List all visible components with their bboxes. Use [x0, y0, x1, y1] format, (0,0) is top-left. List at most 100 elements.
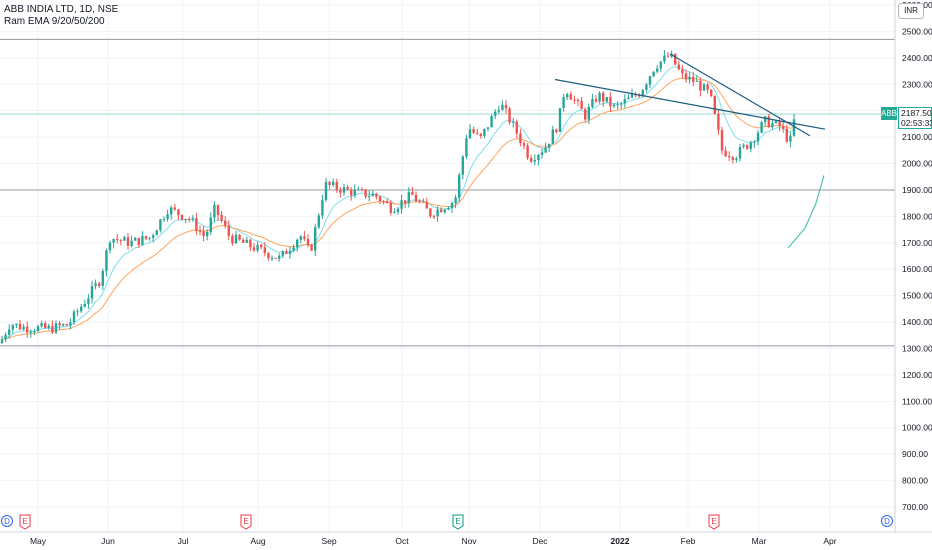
- candle-body: [533, 160, 536, 162]
- last-price-box: ABB 2187.50 02:53:33: [881, 107, 932, 129]
- candle-body: [753, 141, 756, 143]
- candle-body: [47, 325, 50, 328]
- candle-body: [209, 217, 212, 233]
- candle-body: [645, 84, 648, 90]
- candle-body: [206, 232, 209, 237]
- price-tick-label: 1000.00: [902, 423, 932, 433]
- last-price: 2187.50: [901, 108, 932, 118]
- candle-body: [483, 128, 486, 136]
- candle-body: [512, 121, 515, 123]
- candle-body: [148, 237, 151, 239]
- candle-body: [134, 237, 137, 241]
- candle-body: [126, 237, 130, 246]
- candle-body: [396, 208, 400, 213]
- candle-body: [526, 145, 529, 158]
- candle-body: [65, 324, 68, 326]
- chart-legend: ABB INDIA LTD, 1D, NSE Ram EMA 9/20/50/2…: [4, 4, 118, 28]
- candle-body: [440, 209, 443, 213]
- candle-body: [580, 101, 583, 110]
- candle-body: [497, 110, 500, 112]
- candle-body: [587, 107, 590, 120]
- candle-body: [486, 127, 490, 129]
- ema-20-line: [1, 77, 795, 340]
- candle-body: [324, 181, 328, 201]
- candle-body: [695, 81, 698, 83]
- candle-body: [33, 331, 36, 333]
- candle-body: [702, 84, 706, 91]
- trendlines[interactable]: [554, 53, 826, 137]
- candle-body: [465, 138, 468, 157]
- ema-lines: [1, 66, 795, 340]
- candle-body: [188, 218, 191, 220]
- candle-body: [112, 239, 115, 243]
- candle-body: [177, 209, 180, 215]
- time-tick-label: 2022: [611, 536, 630, 546]
- time-axis[interactable]: May Jun Jul Aug Sep Oct Nov Dec 2022 Feb Mar Apr: [30, 536, 837, 546]
- candle-body: [648, 76, 652, 85]
- candle-body: [749, 142, 752, 149]
- candle-body: [159, 219, 162, 231]
- candle-body: [288, 250, 292, 254]
- candle-body: [537, 154, 540, 161]
- candle-body: [602, 92, 605, 102]
- price-tick-label: 700.00: [902, 502, 928, 512]
- candle-body: [339, 189, 342, 193]
- candle-body: [40, 323, 43, 327]
- candle-body: [674, 53, 677, 65]
- bar-countdown: 02:53:33: [901, 118, 932, 128]
- price-tick-label: 2100.00: [902, 132, 932, 142]
- candle-body: [566, 94, 569, 98]
- candle-body: [173, 207, 176, 210]
- candle-body: [569, 94, 572, 100]
- candle-body: [296, 239, 299, 248]
- candle-body: [101, 270, 104, 286]
- candle-body: [285, 251, 288, 254]
- candle-body: [544, 147, 547, 153]
- candle-body: [706, 84, 709, 90]
- event-badge-label: E: [711, 517, 716, 526]
- candle-body: [393, 212, 396, 214]
- candle-body: [612, 104, 616, 107]
- price-tick-label: 900.00: [902, 449, 928, 459]
- candle-body: [591, 98, 594, 108]
- candle-body: [742, 145, 745, 147]
- candle-body: [4, 334, 7, 340]
- candle-body: [411, 192, 414, 195]
- candle-body: [584, 109, 587, 120]
- candle-body: [666, 55, 670, 57]
- candle-body: [659, 61, 662, 69]
- price-tick-label: 1100.00: [902, 396, 932, 406]
- candle-body: [382, 201, 385, 203]
- candle-body: [267, 253, 270, 259]
- candle-body: [245, 239, 248, 243]
- candle-body: [371, 193, 374, 197]
- candle-body: [155, 230, 158, 236]
- projection-curve[interactable]: [787, 175, 825, 249]
- earnings-event-icon: [708, 514, 720, 530]
- candle-body: [44, 323, 47, 328]
- candle-body: [720, 130, 724, 151]
- candle-body: [8, 329, 11, 335]
- candle-body: [468, 129, 472, 139]
- candle-body: [252, 247, 256, 251]
- time-tick-label: Feb: [681, 536, 696, 546]
- price-tick-label: 1900.00: [902, 185, 932, 195]
- candle-body: [767, 116, 770, 128]
- candle-body: [501, 104, 504, 111]
- event-badge-label: E: [22, 517, 27, 526]
- dividend-event-icon: [881, 515, 893, 527]
- candle-body: [184, 218, 187, 220]
- candle-body: [314, 227, 317, 251]
- candle-body: [699, 81, 702, 91]
- candle-body: [36, 326, 40, 332]
- candle-body: [310, 244, 313, 251]
- candle-body: [724, 150, 727, 157]
- currency-button[interactable]: INR: [898, 3, 924, 19]
- candle-body: [216, 205, 220, 215]
- candle-body: [90, 286, 94, 299]
- candle-body: [54, 323, 58, 333]
- candle-body: [562, 97, 565, 109]
- time-tick-label: Oct: [395, 536, 409, 546]
- time-tick-label: Sep: [321, 536, 336, 546]
